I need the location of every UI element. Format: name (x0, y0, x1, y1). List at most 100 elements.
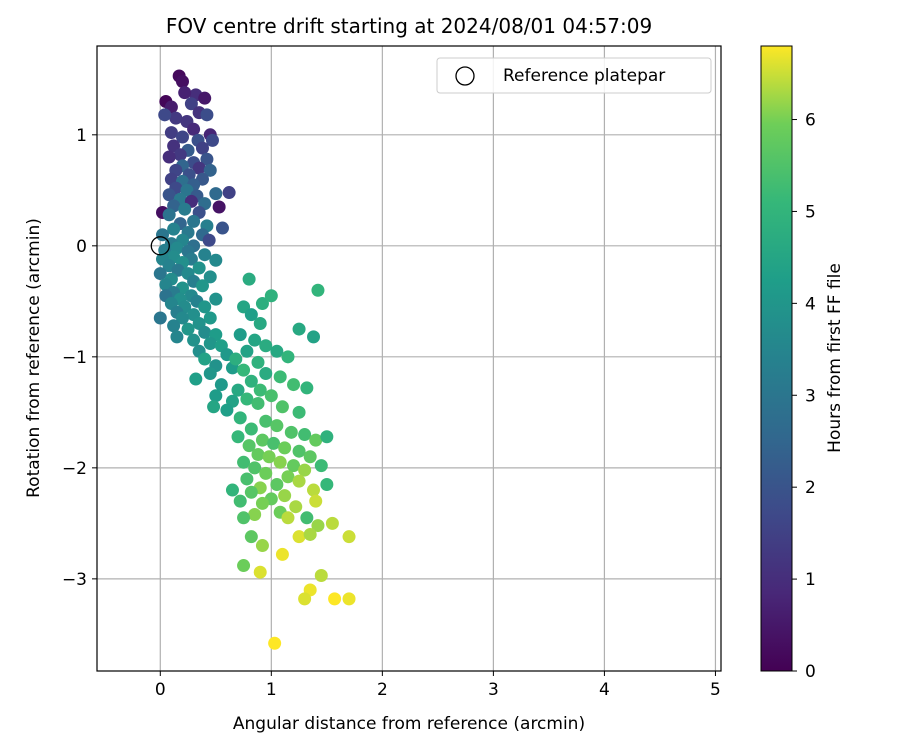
scatter-point (253, 317, 267, 331)
scatter-point (300, 511, 314, 525)
scatter-point (237, 363, 251, 377)
scatter-point (173, 148, 187, 162)
scatter-point (248, 507, 262, 521)
scatter-point (153, 311, 167, 325)
colorbar-tick-label: 1 (805, 570, 816, 590)
scatter-point (314, 459, 328, 473)
plot-frame (96, 45, 722, 672)
scatter-point (181, 322, 195, 336)
scatter-point (167, 222, 181, 236)
legend: Reference platepar (436, 57, 712, 94)
scatter-point (303, 450, 317, 464)
scatter-point (205, 133, 219, 147)
scatter-point (270, 344, 284, 358)
colorbar-tick-label: 2 (805, 478, 816, 498)
scatter-point (198, 325, 212, 339)
scatter-point (237, 455, 251, 469)
scatter-point (187, 122, 201, 136)
scatter-point (170, 330, 184, 344)
scatter-point (251, 396, 265, 410)
scatter-point (309, 433, 323, 447)
chart-title: FOV centre drift starting at 2024/08/01 … (166, 14, 652, 38)
scatter-point (200, 108, 214, 122)
legend-marker (455, 66, 475, 86)
scatter-point (244, 485, 258, 499)
scatter-point (251, 448, 265, 462)
y-tick-label: −3 (62, 570, 87, 590)
scatter-point (267, 436, 281, 450)
scatter-point (162, 150, 176, 164)
scatter-point (262, 450, 276, 464)
scatter-point (298, 428, 312, 442)
scatter-point (253, 565, 267, 579)
scatter-point (270, 419, 284, 433)
scatter-point (167, 139, 181, 153)
scatter-point (300, 381, 314, 395)
scatter-point (237, 559, 251, 573)
scatter-point (233, 411, 247, 425)
scatter-point (222, 186, 236, 200)
data-points (153, 69, 356, 650)
y-tick-label: 0 (76, 237, 87, 257)
scatter-point (255, 433, 269, 447)
scatter-point (320, 430, 334, 444)
y-tick-label: −2 (62, 459, 87, 479)
scatter-point (292, 474, 306, 488)
scatter-point (220, 403, 234, 417)
scatter-point (281, 470, 295, 484)
y-axis-label: Rotation from reference (arcmin) (24, 218, 44, 498)
scatter-point (215, 221, 229, 235)
scatter-point (244, 422, 258, 436)
scatter-point (244, 308, 258, 322)
scatter-point (231, 430, 245, 444)
colorbar-tick-label: 4 (805, 294, 816, 314)
scatter-point (175, 311, 189, 325)
scatter-point (278, 489, 292, 503)
scatter-point (253, 383, 267, 397)
x-axis-label: Angular distance from reference (arcmin) (233, 714, 585, 734)
scatter-point (255, 496, 269, 510)
scatter-point (203, 337, 217, 351)
scatter-point (278, 441, 292, 455)
scatter-point (287, 459, 301, 473)
scatter-point (281, 350, 295, 364)
scatter-point (233, 494, 247, 508)
scatter-point (287, 378, 301, 392)
colorbar-label: Hours from first FF file (825, 263, 845, 453)
scatter-point (192, 161, 206, 175)
scatter-point (195, 141, 209, 155)
scatter-point (307, 330, 321, 344)
scatter-point (264, 289, 278, 303)
scatter-point (270, 477, 284, 491)
scatter-point (240, 472, 254, 486)
scatter-point (189, 372, 203, 386)
scatter-point (180, 183, 194, 197)
scatter-point (198, 248, 212, 262)
scatter-point (187, 214, 201, 228)
scatter-point (231, 383, 245, 397)
scatter-point (175, 130, 189, 144)
scatter-point (198, 91, 212, 105)
x-tick-label: 2 (377, 680, 388, 700)
scatter-point (292, 530, 306, 544)
scatter-point (242, 439, 256, 453)
scatter-point (292, 322, 306, 336)
scatter-point (289, 500, 303, 514)
scatter-point (325, 516, 339, 530)
scatter-point (248, 333, 262, 347)
scatter-point (233, 328, 247, 342)
scatter-point (255, 539, 269, 553)
scatter-point (198, 300, 212, 314)
scatter-point (209, 389, 223, 403)
scatter-point (171, 263, 185, 277)
scatter-point (298, 463, 312, 477)
scatter-point (284, 425, 298, 439)
scatter-point (342, 530, 356, 544)
scatter-point (259, 339, 273, 353)
scatter-point (259, 466, 273, 480)
scatter-point (167, 319, 181, 333)
reference-point (150, 236, 170, 256)
x-tick-label: 3 (488, 680, 499, 700)
scatter-point (328, 592, 342, 606)
